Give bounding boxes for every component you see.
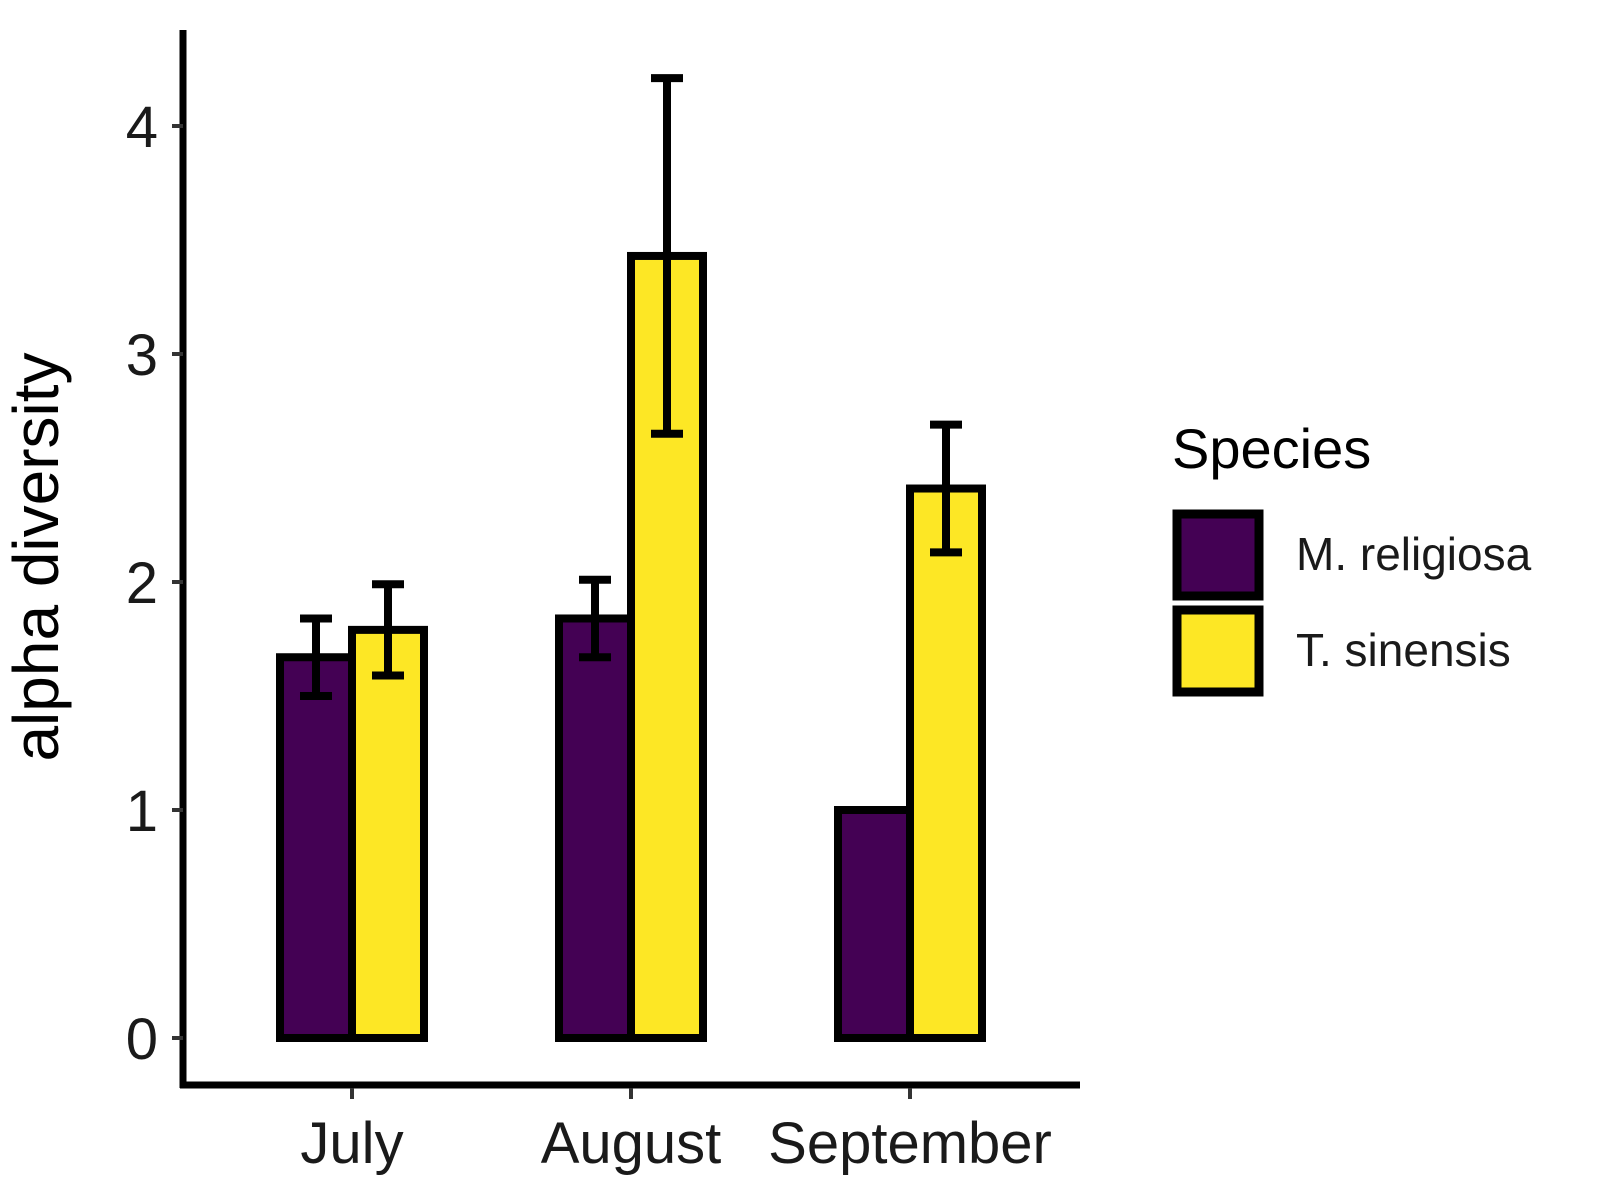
legend-swatch-m-religiosa	[1172, 509, 1264, 601]
x-tick-label: September	[768, 1111, 1052, 1176]
axes	[179, 30, 1080, 1089]
y-axis-title: alpha diversity	[0, 352, 72, 761]
y-tick-label: 3	[126, 323, 158, 388]
legend-label-t-sinensis: T. sinensis	[1296, 624, 1511, 676]
legend-items: M. religiosa T. sinensis	[1172, 509, 1532, 697]
bar-m-religiosa	[276, 653, 356, 1042]
y-tick-label: 1	[126, 779, 158, 844]
x-tick-label: August	[541, 1111, 722, 1176]
legend-swatch-t-sinensis	[1172, 605, 1264, 697]
bar-m-religiosa	[555, 614, 635, 1042]
y-ticks: 0 1 2 3 4	[126, 95, 183, 1072]
y-tick-label: 4	[126, 95, 158, 160]
y-tick-label: 2	[126, 551, 158, 616]
bar-m-religiosa	[834, 806, 914, 1042]
error-bars	[300, 74, 962, 700]
bar-t-sinensis	[348, 625, 428, 1042]
legend-label-m-religiosa: M. religiosa	[1296, 528, 1532, 580]
x-tick-label: July	[300, 1111, 403, 1176]
y-tick-label: 0	[126, 1007, 158, 1072]
x-ticks: July August September	[300, 1088, 1052, 1176]
legend: Species M. religiosa T. sinensis	[1172, 417, 1532, 697]
legend-title: Species	[1172, 417, 1371, 480]
bar-t-sinensis	[906, 484, 986, 1042]
